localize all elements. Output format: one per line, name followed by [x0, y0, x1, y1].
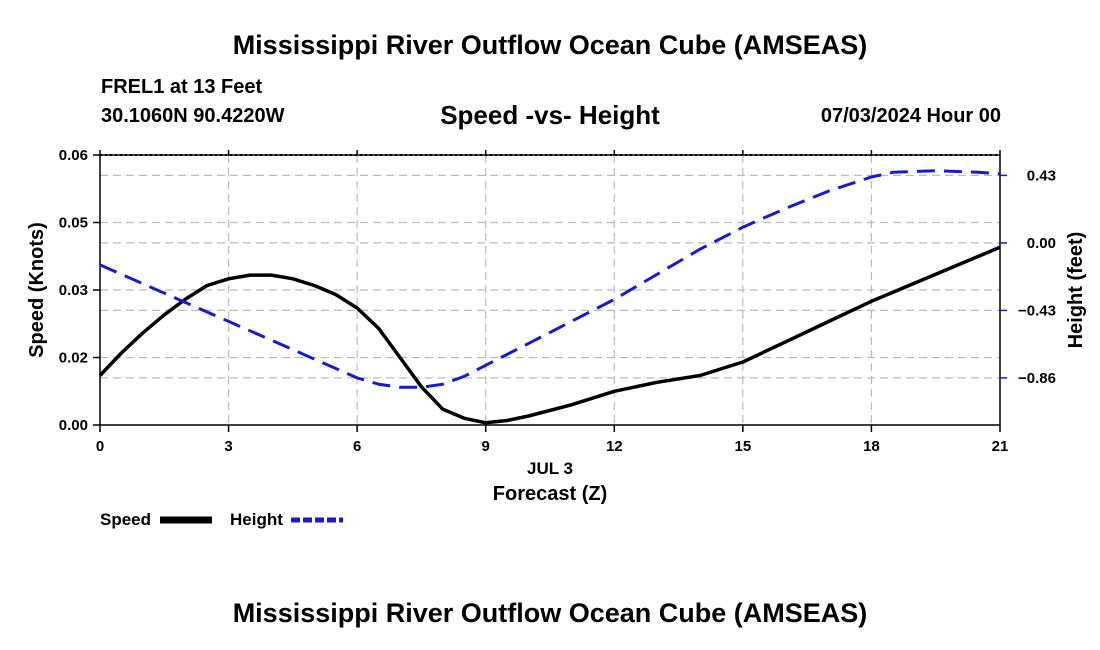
x-tick-label: 18	[863, 438, 880, 455]
y-left-tick-label: 0.00	[59, 417, 88, 434]
y-axis-right-label: Height (feet)	[1065, 232, 1087, 349]
height-series-line	[99, 169, 1001, 389]
x-tick-label: 3	[224, 438, 232, 455]
station-coordinates: 30.1060N 90.4220W	[101, 105, 285, 127]
y-right-tick-label: 0.00	[1027, 235, 1056, 252]
x-axis-date-label: JUL 3	[527, 459, 573, 478]
legend-height-label: Height	[230, 510, 283, 529]
x-tick-label: 9	[482, 438, 490, 455]
grid	[100, 155, 1000, 425]
y-axis-left-label: Speed (Knots)	[26, 222, 48, 358]
forecast-datetime: 07/03/2024 Hour 00	[820, 105, 1001, 127]
page-title: Mississippi River Outflow Ocean Cube (AM…	[232, 30, 868, 60]
x-tick-label: 21	[992, 438, 1009, 455]
x-tick-label: 6	[353, 438, 361, 455]
x-tick-label: 15	[735, 438, 752, 455]
y-right-tick-label: −0.86	[1018, 370, 1056, 387]
station-label: FREL1 at 13 Feet	[101, 76, 263, 98]
chart-title: Speed -vs- Height	[440, 100, 660, 130]
x-tick-label: 0	[96, 438, 104, 455]
legend-speed-label: Speed	[100, 510, 152, 529]
x-axis-label: Forecast (Z)	[493, 483, 607, 505]
speed-series-line	[98, 245, 1001, 425]
y-left-tick-label: 0.06	[59, 147, 88, 164]
y-left-tick-label: 0.02	[59, 350, 88, 367]
y-left-tick-label: 0.03	[59, 282, 88, 299]
axes: 0 3 6 9 12 15 18 21 0.00 0.02 0.03 0.05 0.06 0.43 0.00…	[59, 147, 1056, 455]
y-right-tick-label: 0.43	[1027, 167, 1056, 184]
y-left-tick-label: 0.05	[59, 215, 88, 232]
x-tick-label: 12	[606, 438, 623, 455]
y-right-tick-label: −0.43	[1018, 302, 1056, 319]
bottom-title: Mississippi River Outflow Ocean Cube (AM…	[232, 598, 868, 628]
